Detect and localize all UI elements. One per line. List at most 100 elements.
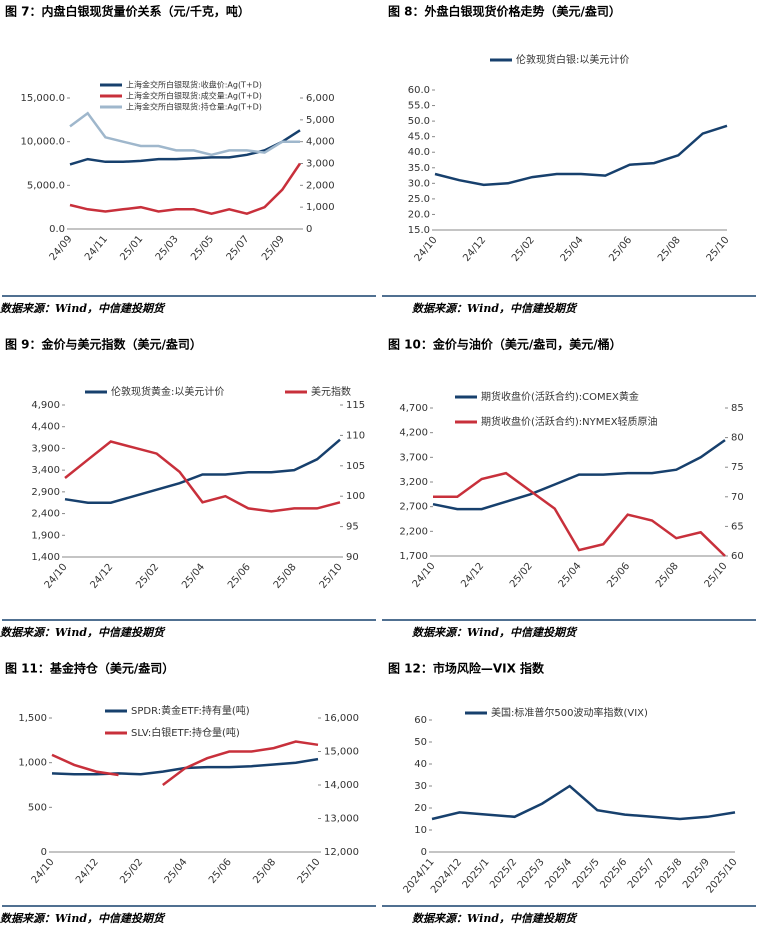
y-tick-label: 1,400 bbox=[31, 552, 60, 563]
y2-tick-label: 115 bbox=[346, 400, 365, 411]
y2-tick-label: 16,000 bbox=[324, 713, 359, 724]
legend-label: 上海金交所白银现货:成交量:Ag(T+D) bbox=[126, 91, 262, 101]
y2-tick-label: 13,000 bbox=[324, 814, 359, 825]
y2-tick-label: 110 bbox=[346, 430, 365, 441]
y-tick-label: 1,000 bbox=[18, 758, 47, 769]
figure-title: 图 11：基金持仓（美元/盎司） bbox=[5, 661, 174, 676]
x-tick-label: 24/12 bbox=[459, 561, 486, 590]
x-tick-label: 24/10 bbox=[413, 235, 440, 264]
x-tick-label: 24/12 bbox=[74, 857, 101, 886]
y-tick-label: 60 bbox=[414, 715, 427, 726]
y2-tick-label: 80 bbox=[731, 433, 744, 444]
y2-tick-label: 85 bbox=[731, 403, 744, 414]
figure-title: 图 8：外盘白银现货价格走势（美元/盎司） bbox=[388, 4, 621, 19]
x-tick-label: 2025/4 bbox=[543, 857, 574, 891]
y-tick-label: 30 bbox=[414, 781, 427, 792]
x-tick-label: 25/08 bbox=[654, 561, 681, 590]
x-tick-label: 2025/6 bbox=[598, 857, 629, 891]
y-tick-label: 40 bbox=[414, 759, 427, 770]
y2-tick-label: 105 bbox=[346, 461, 365, 472]
series-line bbox=[69, 162, 302, 216]
y2-tick-label: 3,000 bbox=[306, 159, 335, 170]
legend-label: 伦敦现货黄金:以美元计价 bbox=[111, 385, 224, 398]
y-tick-label: 50 bbox=[414, 737, 427, 748]
x-tick-label: 25/01 bbox=[118, 234, 145, 263]
y-tick-label: 10 bbox=[414, 825, 427, 836]
y-tick-label: 25.0 bbox=[408, 194, 430, 205]
y-tick-label: 4,700 bbox=[399, 403, 428, 414]
y-tick-label: 60.0 bbox=[408, 85, 430, 96]
y2-tick-label: 90 bbox=[346, 552, 359, 563]
y2-tick-label: 4,000 bbox=[306, 137, 335, 148]
y-tick-label: 3,700 bbox=[399, 452, 428, 463]
series-line bbox=[434, 124, 728, 187]
y-tick-label: 4,400 bbox=[31, 422, 60, 433]
y-tick-label: 40.0 bbox=[408, 147, 430, 158]
x-tick-label: 25/06 bbox=[605, 561, 632, 590]
y-tick-label: 1,500 bbox=[18, 713, 47, 724]
source-note: 数据来源：Wind，中信建投期货 bbox=[412, 302, 578, 315]
x-tick-label: 25/10 bbox=[705, 235, 732, 264]
legend-label: 伦敦现货白银:以美元计价 bbox=[516, 53, 629, 66]
x-tick-label: 25/02 bbox=[118, 857, 145, 886]
x-tick-label: 2025/3 bbox=[516, 857, 547, 891]
x-tick-label: 25/10 bbox=[318, 562, 345, 591]
series-line bbox=[433, 471, 726, 557]
y-tick-label: 55.0 bbox=[408, 101, 430, 112]
source-note: 数据来源：Wind，中信建投期货 bbox=[0, 912, 166, 925]
y-tick-label: 4,200 bbox=[399, 428, 428, 439]
x-tick-label: 25/04 bbox=[163, 857, 190, 886]
legend-label: 上海金交所白银现货:收盘价:Ag(T+D) bbox=[126, 80, 262, 90]
y-tick-label: 3,900 bbox=[31, 443, 60, 454]
x-tick-label: 25/07 bbox=[225, 234, 252, 263]
y-tick-label: 15,000.0 bbox=[20, 93, 65, 104]
series-line bbox=[51, 757, 319, 776]
y2-tick-label: 15,000 bbox=[324, 747, 359, 758]
y2-tick-label: 100 bbox=[346, 491, 365, 502]
source-note: 数据来源：Wind，中信建投期货 bbox=[412, 912, 578, 925]
x-tick-label: 24/09 bbox=[48, 234, 75, 263]
x-tick-label: 24/12 bbox=[88, 562, 115, 591]
y2-tick-label: 2,000 bbox=[306, 180, 335, 191]
x-tick-label: 24/10 bbox=[411, 561, 438, 590]
y2-tick-label: 60 bbox=[731, 551, 744, 562]
y2-tick-label: 70 bbox=[731, 492, 744, 503]
x-tick-label: 25/10 bbox=[296, 857, 323, 886]
series-line bbox=[431, 784, 736, 821]
series-line bbox=[432, 439, 726, 511]
y-tick-label: 0.0 bbox=[49, 224, 65, 235]
y-tick-label: 15.0 bbox=[408, 225, 430, 236]
x-tick-label: 25/03 bbox=[154, 234, 181, 263]
figure-title: 图 10：金价与油价（美元/盎司，美元/桶） bbox=[388, 337, 622, 352]
legend-label: 美元指数 bbox=[311, 385, 351, 398]
figure-title: 图 12：市场风险—VIX 指数 bbox=[388, 661, 545, 676]
figure-title: 图 9：金价与美元指数（美元/盎司） bbox=[5, 337, 202, 352]
x-tick-label: 25/02 bbox=[510, 235, 537, 264]
x-tick-label: 25/06 bbox=[226, 562, 253, 591]
y2-tick-label: 65 bbox=[731, 521, 744, 532]
y-tick-label: 2,200 bbox=[399, 526, 428, 537]
legend-label: 美国:标准普尔500波动率指数(VIX) bbox=[491, 706, 648, 719]
series-line bbox=[64, 438, 341, 504]
x-tick-label: 25/08 bbox=[656, 235, 683, 264]
y-tick-label: 0 bbox=[421, 847, 427, 858]
y2-tick-label: 6,000 bbox=[306, 93, 335, 104]
legend-label: SPDR:黄金ETF:持有量(吨) bbox=[131, 704, 250, 717]
x-tick-label: 25/08 bbox=[272, 562, 299, 591]
y-tick-label: 50.0 bbox=[408, 116, 430, 127]
y-tick-label: 20 bbox=[414, 803, 427, 814]
x-tick-label: 25/04 bbox=[557, 561, 584, 590]
y2-tick-label: 5,000 bbox=[306, 115, 335, 126]
x-tick-label: 25/06 bbox=[207, 857, 234, 886]
y-tick-label: 30.0 bbox=[408, 178, 430, 189]
x-tick-label: 2025/2 bbox=[488, 857, 519, 891]
x-tick-label: 2025/8 bbox=[653, 857, 684, 891]
y-tick-label: 2,400 bbox=[31, 509, 60, 520]
y-tick-label: 1,700 bbox=[399, 551, 428, 562]
legend-label: 上海金交所白银现货:持仓量:Ag(T+D) bbox=[126, 102, 262, 112]
y2-tick-label: 14,000 bbox=[324, 780, 359, 791]
y2-tick-label: 75 bbox=[731, 462, 744, 473]
x-tick-label: 25/10 bbox=[703, 561, 730, 590]
figure-title: 图 7：内盘白银现货量价关系（元/千克，吨） bbox=[5, 4, 250, 19]
source-note: 数据来源：Wind，中信建投期货 bbox=[0, 626, 166, 639]
